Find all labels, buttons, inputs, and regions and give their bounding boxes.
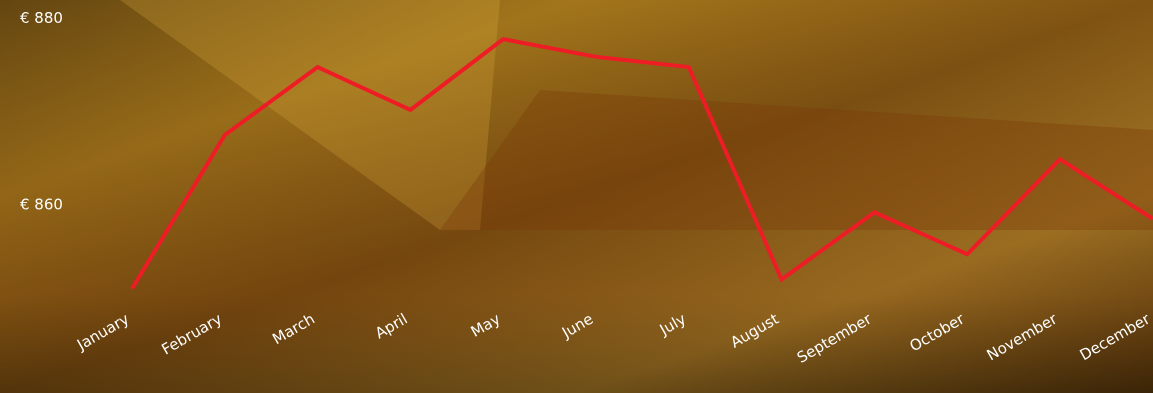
gold-highlight (120, 0, 500, 230)
y-tick-label: € 860 (20, 195, 63, 213)
gold-bar-shadow (440, 90, 1153, 230)
y-tick-label: € 880 (20, 9, 63, 27)
data-line (130, 36, 1153, 290)
